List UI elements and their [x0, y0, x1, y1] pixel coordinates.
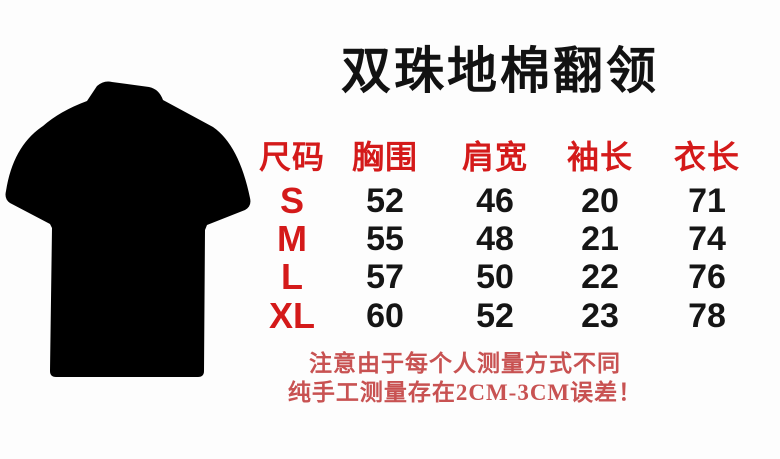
length-value: 76: [688, 257, 726, 296]
polo-shirt-silhouette-icon: [5, 81, 251, 377]
shoulder-value: 52: [476, 296, 514, 335]
note-line-1: 注意由于每个人测量方式不同: [309, 351, 621, 376]
length-value: 71: [688, 181, 726, 220]
shoulder-value: 48: [476, 219, 514, 258]
column-header-chest: 胸围: [351, 139, 418, 175]
size-label-m: M: [277, 218, 307, 259]
length-value: 74: [688, 219, 726, 258]
size-label-s: S: [279, 180, 304, 221]
size-label-xl: XL: [268, 295, 315, 336]
measurement-note: 注意由于每个人测量方式不同 纯手工测量存在2CM-3CM误差！: [240, 349, 690, 407]
column-header-size: 尺码: [258, 139, 325, 175]
sleeve-value: 23: [581, 296, 619, 335]
chest-value: 55: [366, 219, 404, 258]
sleeve-value: 22: [581, 257, 619, 296]
shoulder-value: 46: [476, 181, 514, 220]
size-table: 尺码 胸围 肩宽 袖长 衣长 S 52 46 20 71 M 55 48 21 …: [248, 128, 770, 336]
shoulder-value: 50: [476, 257, 514, 296]
sleeve-value: 20: [581, 181, 619, 220]
sleeve-value: 21: [581, 219, 619, 258]
column-header-shoulder: 肩宽: [461, 139, 528, 175]
column-header-length: 衣长: [673, 139, 740, 175]
chest-value: 60: [366, 296, 404, 335]
page-title: 双珠地棉翻领: [341, 43, 659, 99]
chest-value: 52: [366, 181, 404, 220]
length-value: 78: [688, 296, 726, 335]
chest-value: 57: [366, 257, 404, 296]
note-line-2: 纯手工测量存在2CM-3CM误差！: [287, 380, 643, 405]
column-header-sleeve: 袖长: [566, 139, 633, 175]
size-label-l: L: [281, 256, 303, 297]
